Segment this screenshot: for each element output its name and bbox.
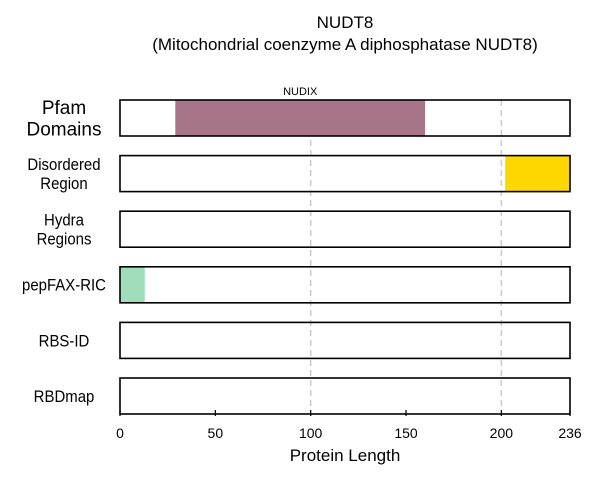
track-1-box: [119, 154, 571, 193]
x-axis-label: Protein Length: [290, 446, 401, 465]
track-label-5-line-0: RBDmap: [34, 388, 95, 406]
track-5-box: [119, 377, 571, 415]
track-4-box: [119, 321, 571, 360]
x-tick-label-150: 150: [394, 425, 418, 441]
track-label-2-line-1: Regions: [37, 231, 92, 249]
track-label-2-line-0: Hydra: [44, 212, 84, 230]
track-0-segment-0: [175, 100, 426, 136]
track-4: RBS-ID: [39, 321, 571, 360]
track-1-segment-0: [505, 155, 570, 192]
chart-subtitle: (Mitochondrial coenzyme A diphosphatase …: [152, 35, 538, 54]
track-0-box: [119, 99, 571, 137]
track-label-4-line-0: RBS-ID: [39, 333, 90, 351]
track-label-1-line-0: Disordered: [27, 156, 100, 174]
x-tick-label-0: 0: [116, 425, 124, 441]
segment-label-nudix: NUDIX: [283, 86, 318, 98]
gridlines: [309, 100, 503, 416]
x-tick-label-50: 50: [208, 425, 224, 441]
track-3-box: [119, 265, 571, 304]
track-5: RBDmap: [34, 377, 571, 415]
track-label-0-line-0: Pfam: [42, 98, 86, 119]
x-axis: 0 50 100 150 200 236: [116, 410, 582, 441]
x-tick-label-236: 236: [558, 425, 582, 441]
track-label-0-line-1: Domains: [27, 119, 102, 140]
track-label-1-line-1: Region: [40, 175, 87, 193]
track-label-3-line-0: pepFAX-RIC: [22, 277, 106, 295]
track-3: pepFAX-RIC: [22, 265, 571, 304]
chart-title: NUDT8: [317, 13, 374, 32]
track-2-box: [119, 210, 571, 248]
tracks: NUDIXPfamDomainsDisorderedRegionHydraReg…: [22, 86, 571, 415]
x-tick-label-200: 200: [490, 425, 514, 441]
x-tick-label-100: 100: [299, 425, 323, 441]
track-3-segment-0: [120, 266, 145, 303]
